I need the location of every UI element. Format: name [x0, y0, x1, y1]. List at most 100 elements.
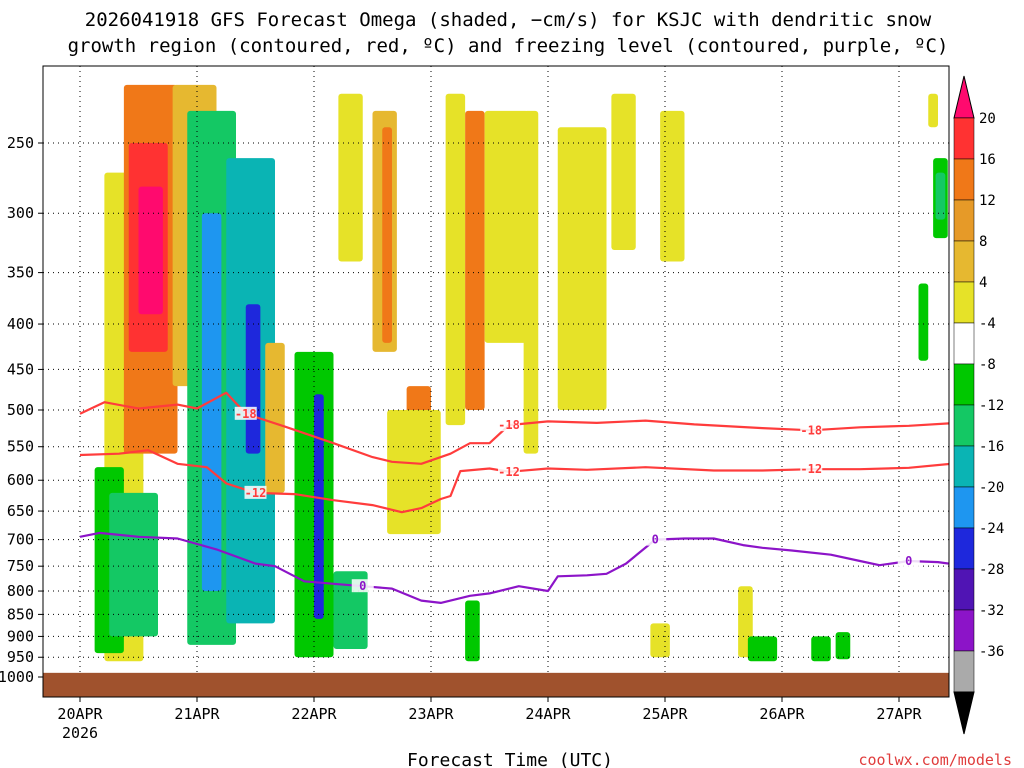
colorbar-tick-label: -16: [979, 439, 1004, 455]
plot-frame: [42, 65, 950, 698]
contour-label-bg: [234, 406, 257, 420]
contour-label-bg: [498, 418, 520, 432]
colorbar-bin: [953, 199, 975, 242]
omega-cell: [660, 110, 685, 262]
x-tick-label: 25APR: [642, 705, 688, 723]
colorbar-tick-label: -36: [979, 644, 1004, 660]
contour-label-bg: [800, 462, 823, 476]
contour-label: 0: [359, 579, 366, 593]
omega-cell: [484, 110, 529, 343]
y-tick-label: 850: [7, 605, 34, 623]
colorbar-bin: [953, 158, 975, 201]
contour-label: -18: [498, 418, 520, 432]
omega-cell: [245, 304, 261, 454]
x-axis: 20APR 21APR 22APR 23APR 24APR 25APR 26APR 27APR…: [57, 697, 923, 742]
colorbar-bin: [953, 609, 975, 652]
y-tick-label: 450: [7, 360, 34, 378]
colorbar-tick-label: -28: [979, 562, 1004, 578]
omega-cell: [109, 492, 158, 637]
y-tick-label: 600: [7, 471, 34, 489]
omega-cell: [445, 93, 466, 426]
x-tick-year-label: 2026: [62, 724, 98, 742]
y-tick-label: 700: [7, 531, 34, 549]
omega-cell: [465, 110, 485, 410]
y-tick-label: 800: [7, 582, 34, 600]
x-tick-label: 24APR: [525, 705, 571, 723]
contour-label: -12: [800, 462, 822, 476]
colorbar-bin: [953, 117, 975, 160]
y-tick-label: 400: [7, 315, 34, 333]
omega-cell: [928, 93, 938, 128]
chart-subtitle: growth region (contoured, red, ºC) and f…: [68, 35, 949, 57]
colorbar-bin: [953, 486, 975, 529]
omega-cell: [918, 283, 929, 361]
credit-text: coolwx.com/models: [858, 751, 1012, 768]
chart-title: 2026041918 GFS Forecast Omega (shaded, −…: [85, 9, 932, 31]
x-tick-label: 20APR: [57, 705, 103, 723]
x-axis-label: Forecast Time (UTC): [407, 750, 613, 768]
omega-cell: [557, 127, 607, 410]
colorbar-bin: [953, 240, 975, 283]
omega-cell: [835, 632, 851, 660]
contour-label-bg: [498, 464, 520, 478]
colorbar-bin: [953, 363, 975, 406]
omega-cell: [201, 213, 222, 592]
y-axis: 250 300 350 400 450 500 550 600 650 700 750 800 850 9…: [0, 134, 43, 686]
grid-lines: [43, 66, 949, 697]
colorbar-tick-label: 20: [979, 111, 996, 127]
colorbar-tick-label: -24: [979, 521, 1004, 537]
y-tick-label: 750: [7, 557, 34, 575]
omega-cell: [611, 93, 636, 250]
contour-label-bg: [244, 485, 267, 499]
y-tick-label: 500: [7, 401, 34, 419]
x-tick-label: 23APR: [408, 705, 454, 723]
contour-line--18: [79, 391, 949, 465]
contour-label: -12: [498, 465, 520, 479]
y-tick-label: 300: [7, 204, 34, 222]
contour-label-bg: [644, 532, 667, 546]
omega-cell: [387, 410, 441, 535]
ground-strip: [43, 672, 949, 697]
contour-label-bg: [897, 554, 920, 568]
colorbar-bottom-arrow: [953, 691, 975, 735]
y-tick-label: 900: [7, 627, 34, 645]
contour-label: -12: [245, 486, 267, 500]
colorbar-tick-label: 8: [979, 234, 987, 250]
colorbar-bin: [953, 568, 975, 611]
contour-label: 0: [905, 554, 912, 568]
colorbar-bin: [953, 650, 975, 693]
colorbar-top-arrow: [953, 75, 975, 119]
x-tick-label: 26APR: [759, 705, 805, 723]
omega-cell: [265, 342, 285, 493]
omega-cell: [465, 600, 480, 662]
colorbar-tick-label: -8: [979, 357, 996, 373]
contour-label: -18: [235, 407, 257, 421]
colorbar-bin: [953, 527, 975, 570]
colorbar-tick-label: -20: [979, 480, 1004, 496]
contour-line-0: [79, 531, 949, 605]
omega-cell: [747, 636, 778, 662]
omega-cell: [977, 213, 992, 324]
x-tick-label: 21APR: [174, 705, 220, 723]
omega-cell: [811, 636, 831, 662]
omega-cell: [650, 623, 670, 658]
y-tick-label: 950: [7, 648, 34, 666]
colorbar-bin: [953, 404, 975, 447]
omega-cell: [138, 186, 163, 315]
colorbar-tick-label: 12: [979, 193, 996, 209]
y-tick-label: 550: [7, 438, 34, 456]
contour-label-bg: [800, 423, 823, 437]
colorbar-tick-label: 4: [979, 275, 987, 291]
y-tick-label: 350: [7, 264, 34, 282]
colorbar-tick-label: 16: [979, 152, 996, 168]
omega-cell: [935, 172, 946, 220]
x-tick-label: 27APR: [876, 705, 922, 723]
omega-shading-layer: [94, 84, 992, 662]
colorbar-tick-label: -12: [979, 398, 1004, 414]
y-tick-label: 250: [7, 134, 34, 152]
omega-cell: [338, 93, 363, 262]
y-tick-label: 650: [7, 502, 34, 520]
colorbar-bin: [953, 281, 975, 324]
contour-line--12: [79, 449, 949, 514]
